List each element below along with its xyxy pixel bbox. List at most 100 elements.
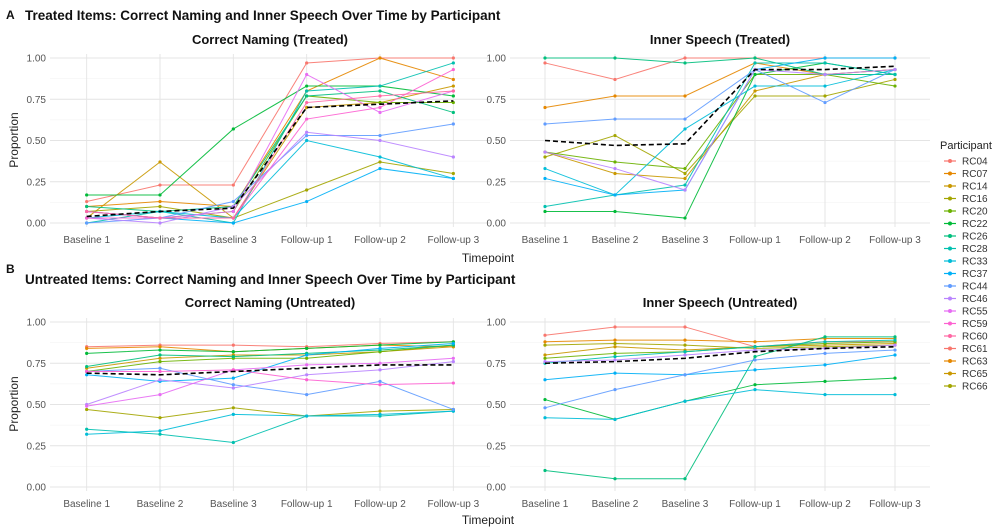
data-point: [893, 77, 897, 82]
data-point: [85, 216, 89, 220]
data-point: [378, 105, 382, 110]
data-point: [158, 193, 162, 197]
data-point: [378, 346, 382, 350]
data-point: [613, 388, 617, 392]
data-point: [231, 368, 235, 372]
series-line: [86, 344, 454, 372]
data-point: [753, 358, 757, 362]
y-tick-label: 0.50: [487, 136, 507, 147]
legend-key-point: [948, 384, 952, 388]
data-point: [823, 340, 827, 344]
series-line: [544, 338, 895, 343]
x-tick-label: Baseline 1: [63, 499, 110, 510]
series-line: [86, 139, 454, 219]
data-point: [893, 348, 897, 352]
panel-inner-speech-treated: Inner Speech (Treated) 0.00 0.25 0.50 0.75 1.…: [487, 32, 930, 246]
legend-label: RC46: [962, 294, 988, 305]
data-point: [543, 360, 547, 364]
y-tick-label: 0.25: [487, 441, 507, 452]
x-tick-label: Follow-up 3: [869, 499, 921, 510]
data-point: [683, 56, 687, 60]
series-line: [86, 407, 454, 419]
data-point: [451, 341, 455, 346]
data-point: [158, 183, 162, 187]
data-point: [613, 358, 617, 362]
y-tick-label: 1.00: [27, 318, 47, 329]
data-point: [305, 138, 309, 143]
legend-key-point: [948, 234, 952, 238]
data-point: [305, 356, 309, 360]
data-point: [85, 404, 89, 408]
data-point: [613, 345, 617, 349]
series-line: [544, 62, 896, 207]
data-point: [158, 429, 162, 433]
panel-correct-naming-treated: Correct Naming (Treated) 0.00 0.25 0.50 0.75…: [27, 32, 490, 246]
data-point: [158, 393, 162, 397]
data-point: [85, 432, 89, 436]
x-tick-label: Follow-up 1: [281, 235, 333, 246]
data-point: [543, 340, 547, 344]
data-point: [305, 94, 309, 98]
series-line: [86, 361, 454, 405]
y-tick-label: 0.25: [27, 177, 47, 188]
series-line: [86, 342, 454, 382]
data-point: [753, 345, 757, 349]
data-point: [893, 56, 897, 60]
panel-title: Correct Naming (Untreated): [185, 295, 355, 310]
data-point: [683, 127, 687, 131]
data-point: [158, 204, 162, 209]
x-tick-label: Baseline 1: [63, 235, 110, 246]
data-point: [305, 199, 309, 204]
data-point: [231, 350, 235, 354]
data-point: [231, 383, 235, 387]
legend-key-point: [948, 171, 952, 176]
legend-label: RC04: [962, 157, 988, 168]
legend-label: RC60: [962, 332, 988, 343]
data-point: [231, 221, 235, 225]
data-point: [893, 72, 897, 77]
legend-key-point: [948, 371, 952, 376]
data-point: [543, 176, 547, 181]
data-point: [893, 343, 897, 347]
data-point: [893, 338, 897, 342]
data-point: [451, 67, 455, 72]
data-point: [231, 199, 235, 204]
data-point: [683, 117, 687, 121]
data-point: [683, 350, 687, 354]
legend-label: RC28: [962, 244, 988, 255]
series-line: [86, 90, 454, 212]
data-point: [543, 105, 547, 110]
data-point: [231, 406, 235, 410]
data-point: [378, 138, 382, 143]
y-tick-label: 0.50: [27, 136, 47, 147]
data-point: [85, 193, 89, 197]
data-point: [683, 176, 687, 181]
legend-label: RC33: [962, 257, 988, 268]
data-point: [683, 171, 687, 176]
data-point: [305, 117, 309, 121]
x-axis-label-bottom: Timepoint: [462, 513, 515, 527]
data-point: [305, 414, 309, 418]
data-point: [543, 468, 547, 473]
data-point: [753, 84, 757, 88]
series-line: [544, 342, 896, 356]
series-line: [86, 57, 454, 203]
data-point: [613, 117, 617, 121]
data-point: [683, 61, 687, 65]
data-point: [231, 343, 235, 347]
series-line: [544, 354, 896, 381]
data-point: [823, 379, 827, 383]
data-point: [378, 100, 382, 105]
x-tick-label: Baseline 1: [522, 235, 569, 246]
data-point: [158, 416, 162, 420]
data-point: [158, 345, 162, 349]
series-line: [544, 349, 896, 409]
data-point: [85, 373, 89, 377]
data-point: [231, 440, 235, 445]
data-point: [613, 371, 617, 375]
data-point: [378, 383, 382, 387]
series-line: [544, 339, 896, 364]
data-point: [451, 155, 455, 159]
data-point: [893, 353, 897, 357]
